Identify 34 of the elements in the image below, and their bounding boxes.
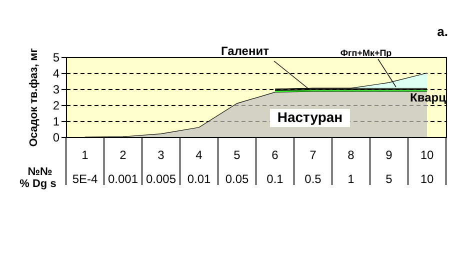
text: 5E-4 <box>72 172 98 186</box>
text: Фгп+Мк+Пр <box>340 48 392 58</box>
text: а. <box>437 24 448 39</box>
text: 0.01 <box>187 172 211 186</box>
text: 0.5 <box>304 172 322 186</box>
series-label: Кварц <box>410 90 447 104</box>
x-tick-label: 8 <box>348 148 355 162</box>
x-tick-label: 9 <box>386 148 393 162</box>
text: №№ <box>28 166 52 178</box>
text: 10 <box>420 172 434 186</box>
y-tick-label: 0 <box>52 130 60 144</box>
text: 5 <box>386 172 393 186</box>
x-tick-label: 2 <box>120 148 127 162</box>
text: 1 <box>348 172 355 186</box>
y-tick-label: 3 <box>52 82 60 96</box>
x-tick-label: 1 <box>82 148 89 162</box>
text: % Dg s <box>20 178 56 190</box>
y-tick-label: 1 <box>52 114 60 128</box>
y-tick-label: 4 <box>52 66 60 80</box>
text: 0.001 <box>108 172 138 186</box>
x-tick-label: 5 <box>234 148 241 162</box>
y-axis-title: Осадок тв.фаз, мг <box>28 48 40 147</box>
text: Галенит <box>221 44 270 58</box>
x-tick-label: 7 <box>310 148 317 162</box>
text: 0.1 <box>266 172 284 186</box>
y-tick-label: 2 <box>52 98 60 112</box>
text: 0.005 <box>146 172 176 186</box>
x-tick-label: 4 <box>196 148 203 162</box>
x-tick-label: 6 <box>272 148 279 162</box>
series-label: Настуран <box>277 109 343 125</box>
y-tick-label: 5 <box>52 50 60 64</box>
x-tick-label: 3 <box>158 148 165 162</box>
text: 0.05 <box>225 172 249 186</box>
x-tick-label: 10 <box>420 148 434 162</box>
